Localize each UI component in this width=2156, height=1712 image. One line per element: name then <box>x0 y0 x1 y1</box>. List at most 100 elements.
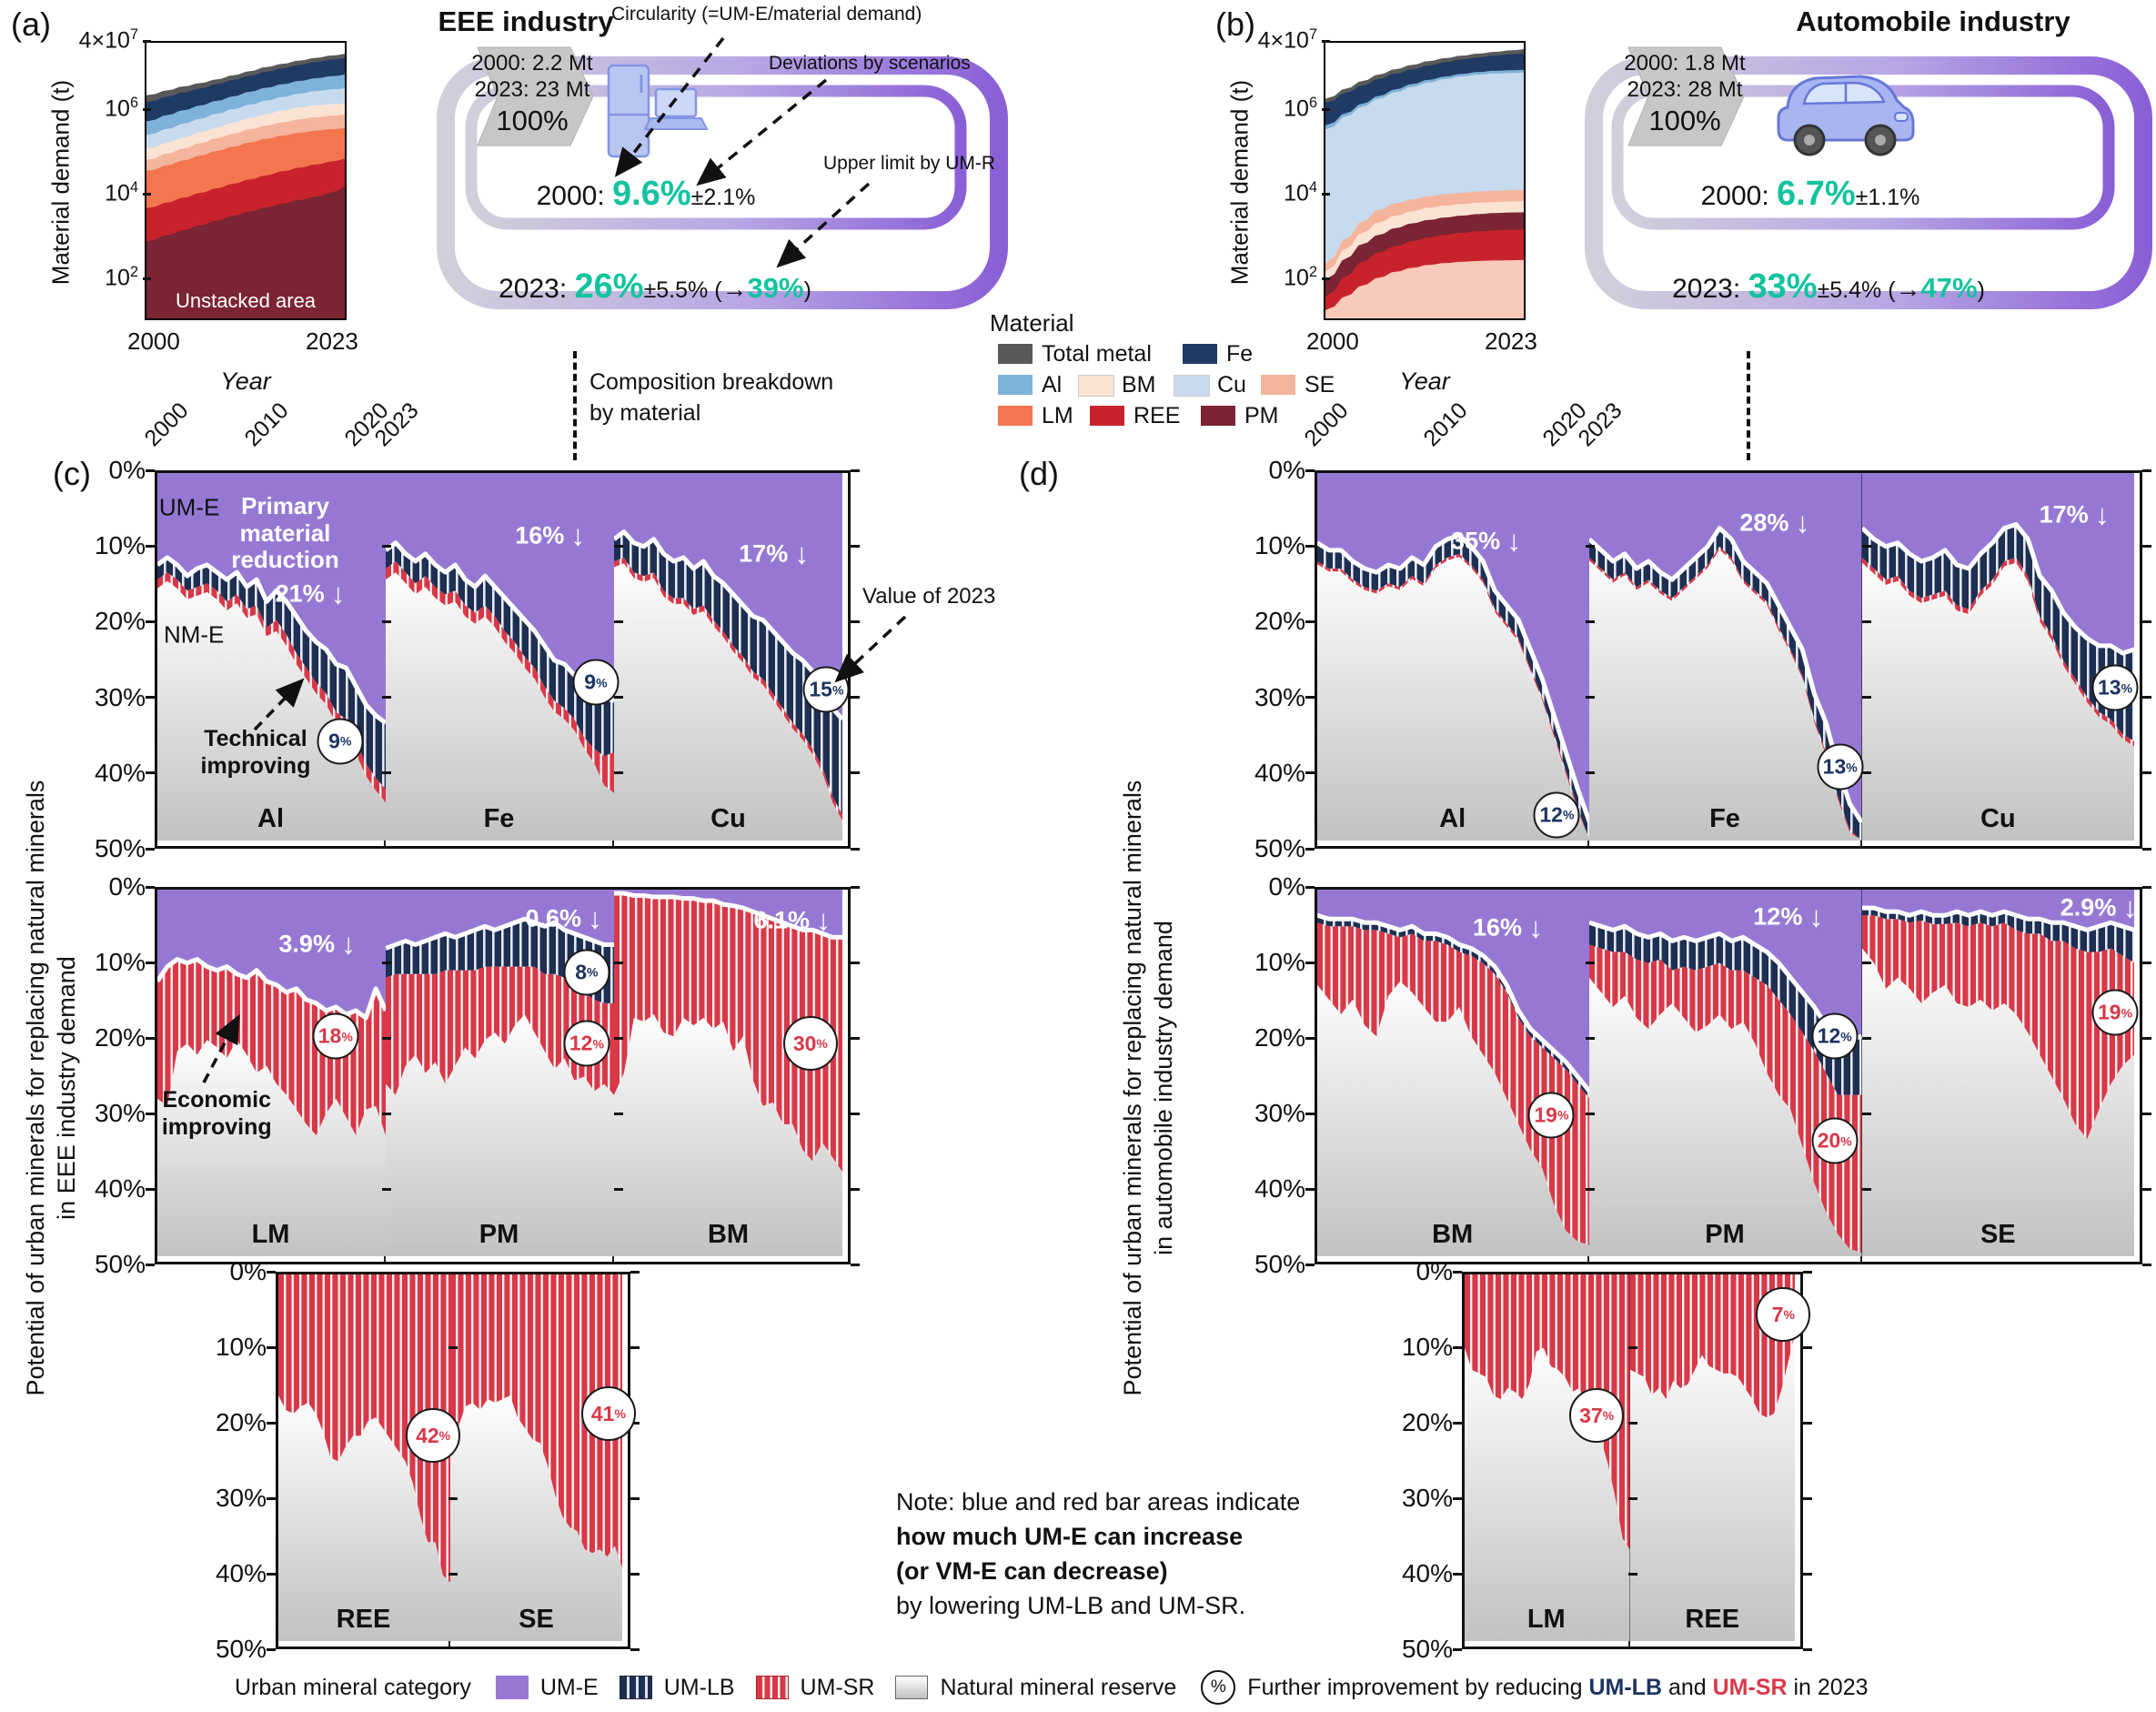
pct-tick: 0% <box>108 872 146 901</box>
text-part: → <box>1895 275 1921 303</box>
material-swatch-se <box>1261 375 1295 395</box>
text-part: → <box>721 275 748 303</box>
primary-reduction-label: 16% ↓ <box>515 519 586 552</box>
down-arrow-icon: ↓ <box>1795 506 1810 539</box>
down-arrow-icon: ↓ <box>2122 891 2138 924</box>
um-e-boundary-line <box>1589 526 1862 824</box>
ytick-10^2: 102 <box>105 264 138 291</box>
um-lb-swatch <box>619 1676 652 1699</box>
ytick-mark <box>630 1345 640 1349</box>
chart-d1-al: Al 35% ↓ 12% <box>1317 473 1590 846</box>
chart-material-label: BM <box>1432 1219 1474 1249</box>
um-sr-area <box>278 1274 450 1583</box>
ytick-mark <box>851 1187 860 1191</box>
auto-flow-diagram <box>1585 46 2152 309</box>
text-part: ±5.5% ( <box>643 277 722 303</box>
primary-reduction-label: 35% ↓ <box>1451 524 1522 558</box>
material-swatch-al <box>998 375 1033 395</box>
um-e-boundary-line <box>157 957 386 1021</box>
ytick-mark <box>382 544 391 548</box>
improvement-badge-fe: 9% <box>572 659 620 706</box>
um-e-boundary-line <box>614 891 842 940</box>
annotation-circularity: Circularity (=UM-E/material demand) <box>611 4 922 25</box>
material-swatch-total-metal <box>998 344 1033 364</box>
chart-material-label: Fe <box>483 803 515 833</box>
um-e-area <box>1861 890 2134 931</box>
material-label-ree: REE <box>1133 403 1181 428</box>
improvement-badge-se: 19% <box>2091 989 2139 1036</box>
chart-c1-fe: Fe 16% ↓ 9% <box>386 473 620 846</box>
pct-tick: 30% <box>215 1484 267 1512</box>
text-part: 9.6% <box>612 175 691 213</box>
chart-material-label: SE <box>1980 1219 2016 1249</box>
improvement-badge-lm: 37% <box>1569 1388 1625 1444</box>
material-swatch-pm <box>1201 406 1235 426</box>
ytick-mark <box>2142 885 2151 889</box>
pct-tick: 50% <box>1254 834 1305 862</box>
tickmark <box>143 107 151 111</box>
annotation-value-2023: Value of 2023 <box>862 584 996 609</box>
um-lb-area <box>386 919 614 1003</box>
pct-tick: 30% <box>1254 1099 1305 1127</box>
material-swatch-fe <box>1183 344 1217 364</box>
ytick-mark <box>382 1187 391 1191</box>
um-e-area <box>157 890 386 1019</box>
pct-tick: 50% <box>1254 1250 1305 1278</box>
ytick-mark <box>267 1270 276 1274</box>
material-demand-chart-eee: Unstacked area <box>145 41 347 320</box>
um-lb-area <box>1861 524 2134 741</box>
ytick-mark <box>382 696 391 700</box>
year-tick-2000: 2000 <box>1299 398 1354 452</box>
pct-tick: 50% <box>1401 1635 1453 1663</box>
material-swatch-bm <box>1078 375 1114 397</box>
um-e-area <box>1861 473 2134 653</box>
tickmark <box>1322 39 1330 43</box>
um-sr-area <box>157 959 386 1136</box>
ytick-mark <box>1861 696 1871 700</box>
x-axis-label-b: Year <box>1399 368 1450 395</box>
auto-row-2: BM 16% ↓ 19% PM 12% ↓ 12% 20% SE 2.9% ↓ 19% <box>1315 887 2142 1264</box>
primary-reduction-label: 6.1% ↓ <box>753 903 831 937</box>
chart-annotation: UM-E <box>158 493 220 521</box>
chart-d2-bm: BM 16% ↓ 19% <box>1317 890 1590 1262</box>
ytick-mark <box>614 1112 623 1115</box>
chart-c1-cu: Cu 17% ↓ 15% <box>614 473 850 846</box>
ytick-10^4: 104 <box>105 179 138 206</box>
material-label-lm: LM <box>1042 403 1073 428</box>
demand-arrow <box>477 46 594 146</box>
tickmark <box>1322 192 1330 196</box>
down-arrow-icon: ↓ <box>2094 498 2110 531</box>
eee-arrow-line-3: 100% <box>496 105 569 136</box>
note-line: Note: blue and red bar areas indicate <box>896 1488 1301 1516</box>
improvement-badge-cu: 13% <box>2091 664 2139 711</box>
ytick-mark <box>630 1270 640 1274</box>
ytick-mark <box>448 1572 458 1576</box>
ytick-mark <box>146 468 155 472</box>
panel-c-ylabel-1: Potential of urban minerals for replacin… <box>22 780 49 1396</box>
ytick-mark <box>1861 619 1871 623</box>
composition-note-1: Composition breakdown <box>589 369 834 395</box>
tickmark <box>1322 277 1330 280</box>
ytick-mark <box>1305 468 1315 472</box>
tickmark <box>143 192 151 196</box>
ytick-4×10^7: 4×107 <box>78 26 138 54</box>
ytick-mark <box>267 1572 276 1576</box>
eee-row-3: REE 42% SE 41% <box>276 1272 636 1649</box>
ytick-mark <box>2142 771 2151 775</box>
chart-material-label: Al <box>1439 803 1466 833</box>
ytick-mark <box>851 847 860 851</box>
ytick-mark <box>1861 544 1871 548</box>
ytick-mark <box>1803 1496 1812 1500</box>
ytick-mark <box>2142 619 2151 623</box>
ytick-mark <box>1305 544 1315 548</box>
down-arrow-icon: ↓ <box>1506 524 1522 558</box>
ytick-mark <box>614 619 623 623</box>
ytick-mark <box>382 961 391 964</box>
um-lb-area <box>1589 922 1862 1095</box>
pct-tick: 30% <box>94 1099 146 1127</box>
text-part: UM-LB <box>1588 1674 1662 1700</box>
ytick-mark <box>382 771 391 775</box>
improvement-badge-pm: 12% <box>563 1020 610 1067</box>
um-lb-area <box>1861 908 2134 963</box>
text-part: 26% <box>574 267 644 306</box>
